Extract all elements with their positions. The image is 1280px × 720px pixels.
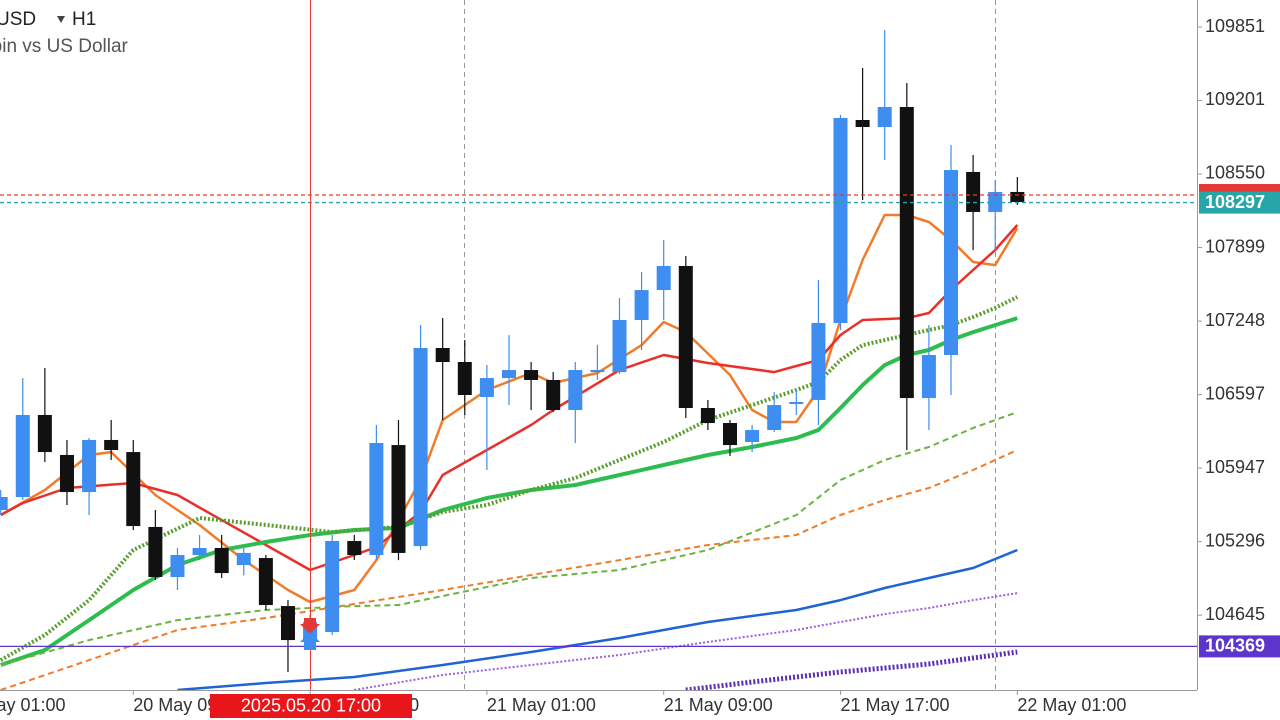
candle-body xyxy=(1010,191,1025,203)
candle-body xyxy=(280,606,295,641)
candle-body xyxy=(789,402,804,405)
candle-body xyxy=(15,414,30,498)
price-tag xyxy=(1199,635,1280,658)
y-tick-label: 105296 xyxy=(1205,530,1265,550)
candle-body xyxy=(921,354,936,399)
candle-body xyxy=(568,370,583,411)
candle-body xyxy=(0,497,8,511)
y-tick-label: 104645 xyxy=(1205,604,1265,624)
x-tick-label: 21 May 09:00 xyxy=(664,695,773,715)
symbol: BTCUSD xyxy=(0,9,36,30)
candle-body xyxy=(678,265,693,408)
cross-marker xyxy=(303,629,317,641)
candle-body xyxy=(236,552,251,566)
candle-body xyxy=(258,558,273,606)
candle-body xyxy=(192,547,207,555)
price-tag xyxy=(1199,191,1280,214)
candle-body xyxy=(612,319,627,373)
indicator-line xyxy=(685,649,1018,690)
sell-arrow xyxy=(300,618,320,634)
indicator-line xyxy=(0,224,1019,572)
x-tick-label: 21 May 01:00 xyxy=(487,695,596,715)
candle-body xyxy=(723,423,738,446)
buy-arrow xyxy=(300,632,320,650)
candle-body xyxy=(501,370,516,379)
x-tick-label: 21 May 17:00 xyxy=(841,695,950,715)
candle-body xyxy=(479,378,494,398)
candle-body xyxy=(214,547,229,574)
x-tick-label: 20 May 01:00 xyxy=(0,695,66,715)
y-tick-label: 107248 xyxy=(1205,310,1265,330)
candle-body xyxy=(546,379,561,411)
candle-body xyxy=(457,362,472,395)
candle-body xyxy=(391,445,406,553)
indicator-line xyxy=(354,592,1018,690)
candle-body xyxy=(590,370,605,373)
symbol-header: BTCUSD H1 Bitcoin vs US Dollar xyxy=(0,9,129,57)
candle-body xyxy=(126,452,141,527)
y-tick-label: 108550 xyxy=(1205,163,1265,183)
candle-body xyxy=(745,430,760,442)
indicator-line xyxy=(177,548,1018,690)
candle-body xyxy=(59,454,74,493)
indicator-line xyxy=(0,411,1018,666)
candles xyxy=(0,30,1025,673)
y-tick-label: 106597 xyxy=(1205,383,1265,403)
candle-body xyxy=(37,414,52,453)
candle-body xyxy=(656,265,671,291)
candle-body xyxy=(634,290,649,320)
y-tick-label: 109201 xyxy=(1205,89,1265,109)
candle-body xyxy=(369,443,384,555)
description: Bitcoin vs US Dollar xyxy=(0,36,129,57)
y-tick-label: 107899 xyxy=(1205,236,1265,256)
candle-body xyxy=(524,370,539,380)
timeframe[interactable]: H1 xyxy=(72,9,96,30)
candle-body xyxy=(833,117,848,324)
candle-body xyxy=(82,439,97,493)
crosshair-tag xyxy=(210,694,412,718)
candle-body xyxy=(170,554,185,578)
candle-body xyxy=(944,170,959,355)
candle-body xyxy=(435,347,450,363)
y-axis: 104645 105296 105947 106597 107248 107899 1085… xyxy=(1197,16,1265,624)
crosshair-label: 2025.05.20 17:00 xyxy=(241,695,381,715)
candle-body xyxy=(811,323,826,400)
candle-body xyxy=(325,540,340,633)
price-tag-label: 104369 xyxy=(1205,636,1265,656)
candle-body xyxy=(877,106,892,127)
plot-area xyxy=(0,0,1197,690)
candle-body xyxy=(148,526,163,578)
candle-body xyxy=(700,407,715,424)
y-tick-label: 105947 xyxy=(1205,457,1265,477)
x-tick-label: 22 May 01:00 xyxy=(1017,695,1126,715)
price-lines xyxy=(0,194,1197,648)
candle-body xyxy=(966,171,981,212)
candle-body xyxy=(855,119,870,127)
indicator-line xyxy=(0,449,1018,690)
dropdown-icon[interactable] xyxy=(57,16,65,23)
y-tick-label: 109851 xyxy=(1205,16,1265,36)
candle-body xyxy=(899,106,914,399)
candle-body xyxy=(104,439,119,451)
candle-body xyxy=(347,540,362,555)
candle-body xyxy=(767,405,782,431)
price-tag-label: 108297 xyxy=(1205,192,1265,212)
candle-body xyxy=(413,347,428,547)
